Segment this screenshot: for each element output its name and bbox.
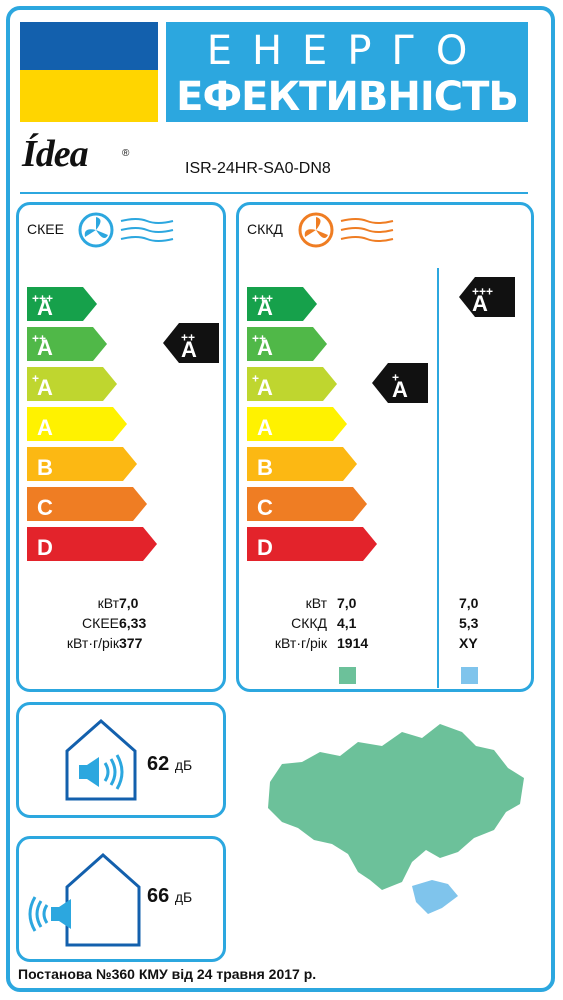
cooling-scale-label-0: A +++ bbox=[32, 291, 54, 320]
cooling-scale-letter-4: B bbox=[37, 455, 53, 480]
outdoor-noise-house-icon bbox=[28, 852, 141, 947]
cooling-scale-arrow-6: D bbox=[27, 527, 157, 561]
heating-row-label: СККД bbox=[291, 615, 327, 631]
cooling-scale-sup-0: +++ bbox=[32, 291, 54, 306]
heating-scale-arrow-6: D bbox=[247, 527, 377, 561]
regulation-footer: Постанова №360 КМУ від 24 травня 2017 р. bbox=[18, 966, 317, 982]
indoor-noise-panel: 62 дБ bbox=[16, 702, 226, 818]
cooling-scale-letter-3: A bbox=[37, 415, 53, 440]
heating-warm-class-letter: A bbox=[392, 377, 408, 402]
heating-row-warm-value: 4,1 bbox=[337, 615, 357, 631]
heating-row-label: кВт·г/рік bbox=[274, 635, 327, 651]
heating-label: СККД bbox=[247, 221, 283, 237]
heating-row-cold-value: 7,0 bbox=[459, 595, 479, 611]
heating-warm-class-sup: + bbox=[392, 370, 400, 385]
heating-scale-label-0: A +++ bbox=[252, 291, 274, 320]
heating-cold-class-sup: +++ bbox=[472, 284, 494, 299]
heating-scale-letter-6: D bbox=[257, 535, 273, 560]
heating-scale-arrow-5: C bbox=[247, 487, 367, 521]
cooling-scale-letter-1: A bbox=[37, 335, 53, 360]
brand-logo: Ídea bbox=[22, 133, 89, 175]
registered-mark: ® bbox=[122, 148, 130, 159]
heating-scale-label-2: A + bbox=[252, 371, 273, 400]
cooling-scale-arrow-4: B bbox=[27, 447, 137, 481]
cooling-scale-arrow-1: A ++ bbox=[27, 327, 107, 361]
heating-scale-sup-2: + bbox=[252, 371, 260, 386]
cooling-scale-letter-2: A bbox=[37, 375, 53, 400]
warm-zone-swatch bbox=[339, 667, 356, 684]
heating-row-cold-value: 5,3 bbox=[459, 615, 479, 631]
cooling-row-value: 7,0 bbox=[119, 595, 139, 611]
heating-scale-letter-4: B bbox=[257, 455, 273, 480]
cooling-row-value: 6,33 bbox=[119, 615, 147, 631]
heating-panel: СККД A +++ A ++ A + A B C D A + A +++ кВт 7,0 7,0 СККД… bbox=[236, 202, 534, 692]
title-banner: ЕНЕРГО ЕФЕКТИВНІСТЬ bbox=[166, 22, 528, 122]
cooling-scale-letter-6: D bbox=[37, 535, 53, 560]
cooling-scale-arrow-0: A +++ bbox=[27, 287, 97, 321]
heating-column-divider bbox=[437, 268, 439, 688]
cooling-scale-letter-0: A bbox=[37, 295, 53, 320]
cooling-scale-arrow-3: A bbox=[27, 407, 127, 441]
cooling-scale-sup-2: + bbox=[32, 371, 40, 386]
cooling-scale-label-1: A ++ bbox=[32, 331, 53, 360]
heating-scale-sup-1: ++ bbox=[252, 331, 267, 346]
cooling-panel: СКЕЕ A +++ A ++ A + A B C D A ++ кВт 7,0 СКЕЕ 6,33 кВт… bbox=[16, 202, 226, 692]
cooling-scale-letter-5: C bbox=[37, 495, 53, 520]
cooling-scale-sup-1: ++ bbox=[32, 331, 47, 346]
heating-scale-sup-0: +++ bbox=[252, 291, 274, 306]
heating-row-label: кВт bbox=[305, 595, 327, 611]
heating-scale-label-1: A ++ bbox=[252, 331, 273, 360]
flag-yellow-stripe bbox=[20, 70, 158, 122]
cooling-label: СКЕЕ bbox=[27, 221, 64, 237]
model-number: ISR-24HR-SA0-DN8 bbox=[185, 160, 331, 177]
cooling-row-value: 377 bbox=[119, 635, 143, 651]
outdoor-noise-panel: 66 дБ bbox=[16, 836, 226, 962]
heating-row-warm-value: 7,0 bbox=[337, 595, 357, 611]
label-frame bbox=[6, 6, 555, 992]
outdoor-noise-value: 66 дБ bbox=[147, 885, 192, 908]
indoor-noise-number: 62 bbox=[147, 753, 170, 775]
heating-scale-arrow-3: A bbox=[247, 407, 347, 441]
cooling-row-label: кВт·г/рік bbox=[66, 635, 119, 651]
heating-scale-arrow-0: A +++ bbox=[247, 287, 317, 321]
heating-scale-arrow-1: A ++ bbox=[247, 327, 327, 361]
flag-blue-stripe bbox=[20, 22, 158, 70]
cooling-class-sup: ++ bbox=[181, 330, 196, 345]
heating-scale-arrow-4: B bbox=[247, 447, 357, 481]
cooling-row-label: кВт bbox=[97, 595, 119, 611]
title-line-2: ЕФЕКТИВНІСТЬ bbox=[176, 74, 519, 120]
header-divider bbox=[20, 192, 528, 194]
outdoor-noise-number: 66 bbox=[147, 885, 170, 907]
heating-scale-letter-0: A bbox=[257, 295, 273, 320]
cooling-fan-icon bbox=[78, 212, 174, 248]
heating-scale-arrow-2: A + bbox=[247, 367, 337, 401]
heating-scale-letter-5: C bbox=[257, 495, 273, 520]
heating-row-cold-value: XY bbox=[459, 635, 478, 651]
indoor-noise-value: 62 дБ bbox=[147, 753, 192, 776]
title-line-1: ЕНЕРГО bbox=[206, 28, 488, 74]
cold-zone-swatch bbox=[461, 667, 478, 684]
heating-row-warm-value: 1914 bbox=[337, 635, 369, 651]
outdoor-noise-unit: дБ bbox=[174, 889, 193, 905]
heating-scale-letter-1: A bbox=[257, 335, 273, 360]
indoor-noise-house-icon bbox=[65, 719, 137, 801]
cooling-row-label: СКЕЕ bbox=[82, 615, 119, 631]
indoor-noise-unit: дБ bbox=[174, 757, 193, 773]
heating-fan-icon bbox=[298, 212, 394, 248]
cooling-scale-arrow-2: A + bbox=[27, 367, 117, 401]
cooling-class-letter: A bbox=[181, 337, 197, 362]
heating-cold-class-letter: A bbox=[472, 291, 488, 316]
ukraine-map-icon bbox=[268, 724, 524, 914]
heating-scale-letter-2: A bbox=[257, 375, 273, 400]
heating-scale-letter-3: A bbox=[257, 415, 273, 440]
cooling-scale-arrow-5: C bbox=[27, 487, 147, 521]
cooling-scale-label-2: A + bbox=[32, 371, 53, 400]
